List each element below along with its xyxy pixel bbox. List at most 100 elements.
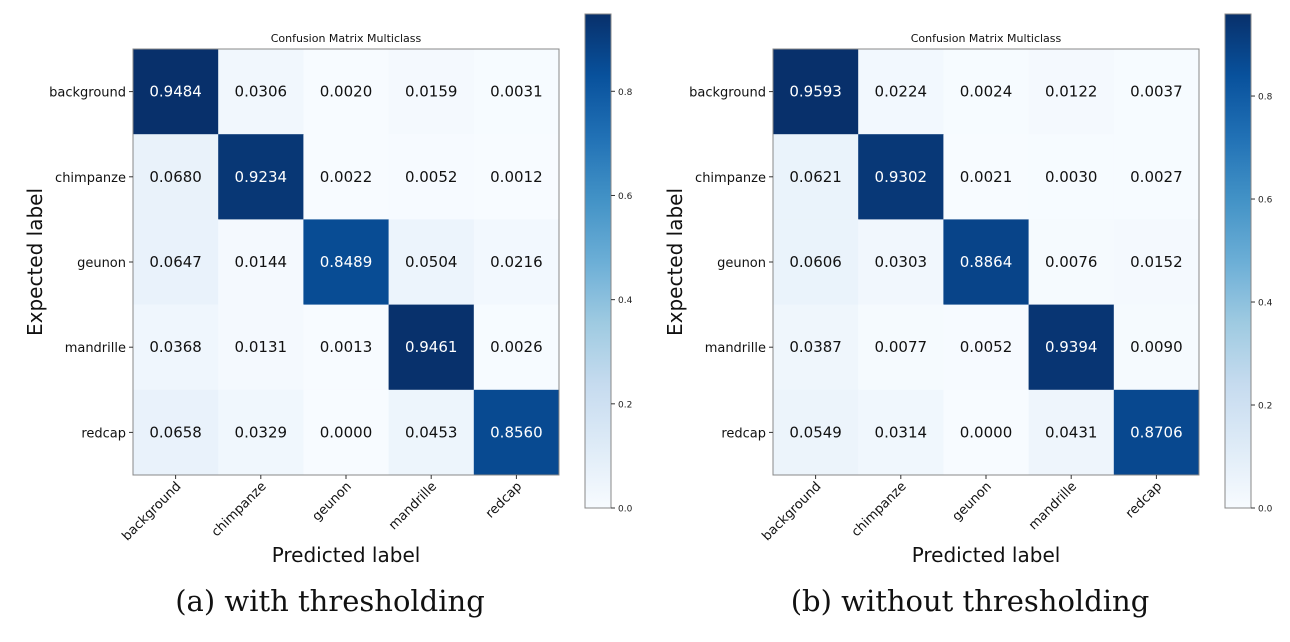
cell-label: 0.0026 (490, 338, 543, 356)
cell-label: 0.0122 (1045, 83, 1098, 101)
x-tick-label: mandrille (1026, 479, 1080, 533)
colorbar-tick-label: 0.6 (618, 192, 633, 202)
x-tick-label: geunon (310, 479, 355, 524)
cell-label: 0.0021 (960, 168, 1013, 186)
heatmap-cell (388, 389, 475, 476)
cell-label: 0.0453 (405, 423, 458, 441)
x-tick-label: geunon (950, 479, 995, 524)
heatmap-cell (943, 49, 1030, 135)
cell-label: 0.8560 (490, 423, 543, 441)
cell-label: 0.0504 (405, 253, 458, 271)
heatmap-cell (858, 304, 944, 391)
heatmap-cell (218, 304, 304, 391)
caption-b: (b) without thresholding (790, 584, 1150, 618)
heatmap-cell (218, 49, 304, 135)
cell-label: 0.9461 (405, 338, 458, 356)
y-axis-label: Expected label (663, 188, 687, 336)
heatmap-cell (133, 49, 219, 135)
y-tick-label: geunon (717, 256, 766, 271)
caption-a: (a) with thresholding (175, 584, 485, 618)
heatmap-cell (943, 389, 1030, 476)
cell-label: 0.9234 (235, 168, 288, 186)
cell-label: 0.0022 (320, 168, 373, 186)
heatmap-cell (1028, 49, 1115, 135)
x-axis-label: Predicted label (272, 543, 421, 567)
cell-label: 0.0159 (405, 83, 458, 101)
x-tick-label: redcap (483, 479, 525, 521)
cell-label: 0.0647 (149, 253, 202, 271)
y-axis-label: Expected label (23, 188, 47, 336)
y-tick-label: mandrille (65, 341, 126, 356)
cell-label: 0.0306 (235, 83, 288, 101)
cell-label: 0.0216 (490, 253, 543, 271)
cell-label: 0.8706 (1130, 423, 1183, 441)
cell-label: 0.0658 (149, 423, 202, 441)
cell-label: 0.0131 (235, 338, 288, 356)
heatmap-cell (773, 134, 859, 220)
cell-label: 0.0076 (1045, 253, 1098, 271)
y-tick-label: background (689, 86, 766, 101)
heatmap-cell (1028, 219, 1115, 306)
colorbar-tick-label: 0.4 (1258, 299, 1273, 309)
colorbar-tick-label: 0.4 (618, 296, 633, 306)
colorbar-tick-label: 0.8 (618, 88, 633, 98)
heatmap-cell (388, 49, 475, 135)
heatmap-cell (773, 49, 859, 135)
heatmap-cell (1113, 134, 1200, 220)
x-tick-label: chimpanze (209, 479, 270, 540)
cell-label: 0.0020 (320, 83, 373, 101)
cell-label: 0.9593 (789, 83, 842, 101)
heatmap-cell (303, 219, 390, 306)
cell-label: 0.0024 (960, 83, 1013, 101)
heatmap-cell (388, 219, 475, 306)
heatmap-cell (1028, 389, 1115, 476)
colorbar (1224, 13, 1252, 509)
heatmap-cell (1113, 304, 1200, 391)
colorbar (584, 13, 612, 509)
colorbar-tick-label: 0.8 (1258, 93, 1273, 103)
heatmap-cell (858, 219, 944, 306)
heatmap-cell (773, 219, 859, 306)
heatmap-cell (1113, 389, 1200, 476)
cell-label: 0.0680 (149, 168, 202, 186)
heatmap-cell (388, 134, 475, 220)
cell-label: 0.0031 (490, 83, 543, 101)
heatmap-cell (858, 134, 944, 220)
heatmap-cell (773, 389, 859, 476)
cell-label: 0.9484 (149, 83, 202, 101)
cell-label: 0.0052 (960, 338, 1013, 356)
heatmap-cell (133, 304, 219, 391)
cell-label: 0.0000 (960, 423, 1013, 441)
cell-label: 0.0030 (1045, 168, 1098, 186)
heatmap-cell (218, 134, 304, 220)
y-tick-label: redcap (81, 426, 126, 441)
cell-label: 0.0303 (875, 253, 928, 271)
cell-label: 0.0549 (789, 423, 842, 441)
y-tick-label: geunon (77, 256, 126, 271)
confusion-matrix-b: Confusion Matrix Multiclass 0.9593 0.0224 0… (663, 13, 1273, 567)
cell-label: 0.0000 (320, 423, 373, 441)
heatmap-cell (133, 134, 219, 220)
colorbar-tick-label: 0.0 (1258, 505, 1273, 515)
x-axis-label: Predicted label (912, 543, 1061, 567)
confusion-matrix-a: Confusion Matrix Multiclass 0.9484 0.0306 0… (23, 13, 633, 567)
heatmap-cell (218, 389, 304, 476)
heatmap-cell (473, 389, 560, 476)
cell-label: 0.9302 (875, 168, 928, 186)
heatmap-cell (473, 49, 560, 135)
cell-label: 0.0037 (1130, 83, 1183, 101)
heatmap-cell (858, 389, 944, 476)
colorbar-tick-label: 0.6 (1258, 196, 1273, 206)
cell-label: 0.0077 (875, 338, 928, 356)
colorbar-tick-label: 0.2 (1258, 402, 1272, 412)
heatmap-cell (473, 134, 560, 220)
x-tick-label: mandrille (386, 479, 440, 533)
cell-label: 0.9394 (1045, 338, 1098, 356)
cell-label: 0.0431 (1045, 423, 1098, 441)
x-tick-label: chimpanze (849, 479, 910, 540)
chart-title: Confusion Matrix Multiclass (271, 32, 422, 45)
heatmap-cell (303, 134, 390, 220)
heatmap-cell (303, 49, 390, 135)
heatmap-cell (1028, 304, 1115, 391)
y-tick-label: mandrille (705, 341, 766, 356)
